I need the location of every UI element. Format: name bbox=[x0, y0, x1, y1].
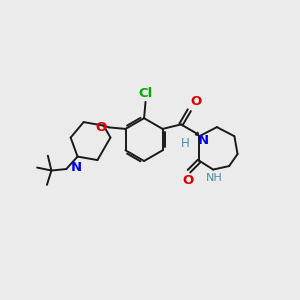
Text: O: O bbox=[182, 174, 194, 187]
Polygon shape bbox=[195, 132, 199, 136]
Text: H: H bbox=[181, 137, 190, 150]
Text: N: N bbox=[197, 134, 208, 147]
Text: O: O bbox=[190, 95, 202, 108]
Text: Cl: Cl bbox=[138, 87, 153, 101]
Text: NH: NH bbox=[206, 173, 222, 183]
Text: N: N bbox=[71, 161, 82, 174]
Text: O: O bbox=[96, 121, 107, 134]
